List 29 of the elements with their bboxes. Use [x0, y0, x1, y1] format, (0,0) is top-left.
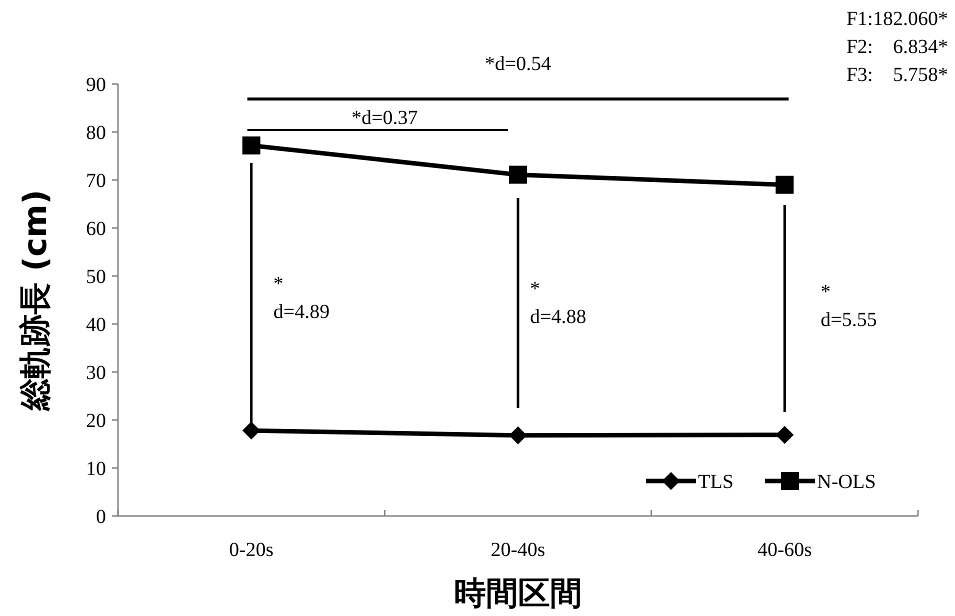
point — [776, 426, 794, 444]
point — [509, 166, 527, 184]
y-tick-label: 60 — [86, 218, 106, 240]
annotation: *d=0.37 — [352, 107, 418, 129]
y-tick-label: 80 — [86, 122, 106, 144]
point — [242, 136, 260, 154]
x-tick-label: 40-60s — [757, 539, 812, 561]
legend-label: TLS — [698, 471, 734, 493]
y-tick-label: 50 — [86, 266, 106, 288]
y-tick-label: 0 — [96, 506, 106, 528]
y-tick-label: 10 — [86, 458, 106, 480]
x-tick-label: 0-20s — [229, 539, 274, 561]
x-tick-label: 20-40s — [490, 539, 546, 561]
point — [242, 422, 260, 440]
y-axis-title: 総軌跡長 (cm) — [16, 190, 54, 412]
y-tick-label: 40 — [86, 314, 106, 336]
y-tick-label: 70 — [86, 170, 106, 192]
point — [509, 426, 527, 444]
text: * d=5.55 — [820, 281, 877, 331]
annotation: * d=4.89 — [273, 273, 330, 323]
y-tick-label: 30 — [86, 362, 106, 384]
x-axis-title: 時間区間 — [454, 574, 582, 612]
annotation: * d=4.88 — [530, 278, 586, 328]
y-tick-label: 90 — [86, 74, 106, 96]
text: *d=0.54 — [484, 53, 552, 75]
point — [776, 176, 794, 194]
text: F1:182.060* F2: 6.834* F3: 5.758* — [846, 8, 948, 86]
legend-label: N-OLS — [817, 471, 876, 493]
y-tick-label: 20 — [86, 410, 106, 432]
